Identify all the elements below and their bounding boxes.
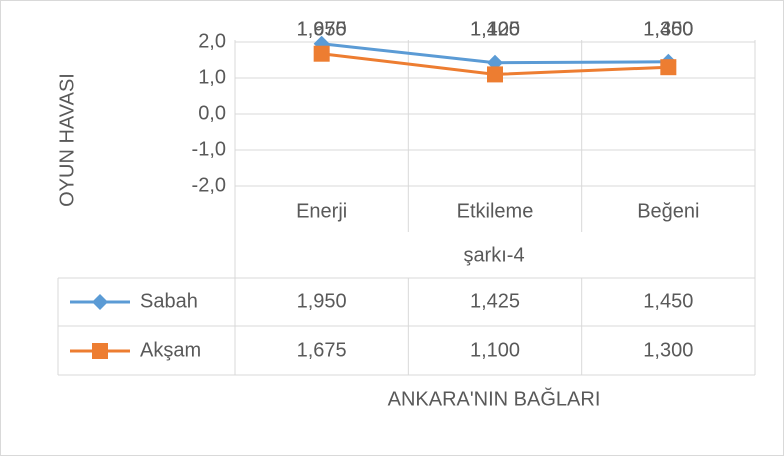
table-value: 1,450: [643, 290, 693, 312]
data-label: 1,950: [297, 18, 347, 40]
x-tick-label: Enerji: [296, 200, 347, 222]
y-tick-label: -1,0: [192, 138, 226, 160]
group-label: şarkı-4: [463, 244, 524, 266]
legend-label: Akşam: [140, 339, 201, 361]
data-label: 1,300: [643, 18, 693, 40]
data-label: 1,675: [297, 18, 347, 40]
y-tick-label: 1,0: [198, 66, 226, 88]
x-axis-title: ANKARA'NIN BAĞLARI: [388, 387, 601, 410]
data-label: 1,100: [470, 18, 520, 40]
data-label: 1,425: [470, 18, 520, 40]
y-tick-label: -2,0: [192, 174, 226, 196]
legend-label: Sabah: [140, 290, 198, 312]
data-point: [313, 45, 330, 62]
y-axis-title: OYUN HAVASI: [56, 73, 78, 207]
table-value: 1,675: [297, 339, 347, 361]
y-tick-label: 2,0: [198, 30, 226, 52]
data-point: [487, 66, 503, 83]
legend-marker: [92, 343, 108, 359]
legend-marker: [92, 294, 108, 310]
table-value: 1,425: [470, 290, 520, 312]
table-value: 1,950: [297, 290, 347, 312]
data-point: [660, 59, 677, 76]
table-value: 1,300: [643, 339, 693, 361]
table-value: 1,100: [470, 339, 520, 361]
x-tick-label: Etkileme: [457, 200, 534, 222]
data-label: 1,450: [643, 18, 693, 40]
x-tick-label: Beğeni: [637, 200, 699, 222]
y-tick-label: 0,0: [198, 102, 226, 124]
